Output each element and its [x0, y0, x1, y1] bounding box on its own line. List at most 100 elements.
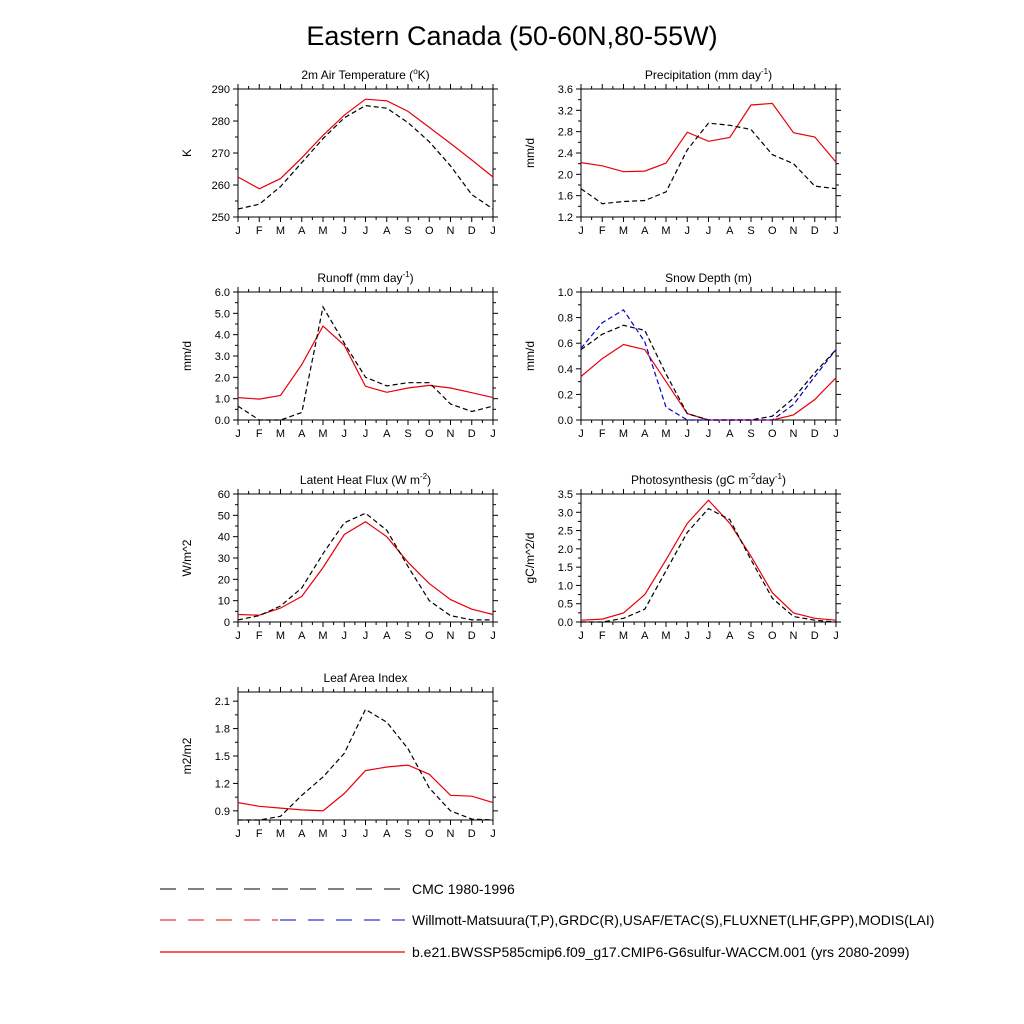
panel-title: 2m Air Temperature (oK)	[301, 67, 429, 82]
x-tick-label: S	[404, 225, 411, 237]
x-tick-label: M	[661, 225, 670, 237]
title-text: day	[756, 473, 775, 487]
plot-frame	[237, 493, 494, 623]
y-tick-label: 60	[218, 489, 230, 501]
x-tick-label: A	[641, 428, 649, 440]
x-tick-label: S	[747, 225, 754, 237]
y-tick-label: 0.8	[558, 313, 573, 325]
y-tick-label: 0.2	[558, 389, 573, 401]
chart-panel-2: J F M A M J J A S O N D J1.21.62.02.42.83.23.6mm/dPr…	[523, 67, 841, 237]
y-tick-label: 0	[224, 617, 230, 629]
y-axis-label: gC/m^2/d	[523, 533, 537, 584]
legend-label: b.e21.BWSSP585cmip6.f09_g17.CMIP6-G6sulf…	[412, 944, 909, 960]
y-tick-label: 3.2	[558, 105, 573, 117]
x-tick-label: J	[363, 828, 369, 840]
x-tick-label: A	[298, 630, 306, 642]
y-tick-label: 5.0	[215, 308, 230, 320]
x-tick-label: J	[235, 828, 241, 840]
series-line-model	[580, 102, 837, 173]
x-tick-label: J	[490, 225, 496, 237]
series-line-model	[237, 764, 494, 812]
y-tick-label: 1.6	[558, 191, 573, 203]
legend-item-cmc: CMC 1980-1996	[160, 881, 515, 897]
x-tick-label: N	[447, 225, 455, 237]
x-tick-label: F	[256, 828, 263, 840]
x-tick-label: J	[342, 225, 348, 237]
y-tick-label: 1.0	[558, 580, 573, 592]
legend-item-model: b.e21.BWSSP585cmip6.f09_g17.CMIP6-G6sulf…	[160, 944, 909, 960]
series-line-obs	[580, 324, 837, 421]
y-tick-label: 2.0	[558, 169, 573, 181]
x-tick-label: D	[811, 428, 819, 440]
series-line-obs	[237, 104, 494, 210]
y-tick-label: 3.0	[558, 507, 573, 519]
y-axis-label: W/m^2	[180, 539, 194, 576]
x-tick-label: A	[641, 225, 649, 237]
legend-label: CMC 1980-1996	[412, 881, 515, 897]
title-text: K)	[418, 68, 430, 82]
series-line-obs	[580, 122, 837, 205]
y-tick-label: 50	[218, 510, 230, 522]
y-tick-label: 270	[212, 148, 230, 160]
y-axis-label: mm/d	[523, 138, 537, 168]
title-text: Leaf Area Index	[323, 671, 407, 685]
x-tick-label: D	[468, 225, 476, 237]
x-tick-label: J	[706, 428, 712, 440]
x-tick-label: O	[768, 630, 777, 642]
y-tick-label: 280	[212, 116, 230, 128]
title-superscript: o	[413, 67, 418, 76]
x-tick-label: J	[833, 225, 839, 237]
panel-title: Snow Depth (m)	[665, 271, 752, 285]
title-text: )	[782, 473, 786, 487]
y-tick-label: 1.8	[215, 724, 230, 736]
x-tick-label: M	[318, 225, 327, 237]
x-tick-label: A	[726, 225, 734, 237]
x-tick-label: A	[298, 428, 306, 440]
x-tick-label: N	[447, 428, 455, 440]
x-tick-label: J	[342, 630, 348, 642]
y-tick-label: 2.5	[558, 526, 573, 538]
x-tick-label: S	[747, 630, 754, 642]
y-tick-label: 0.9	[215, 806, 230, 818]
x-tick-label: D	[468, 828, 476, 840]
x-tick-label: S	[404, 428, 411, 440]
series-line-obs	[238, 708, 494, 821]
series-line-model	[580, 499, 837, 621]
x-tick-label: M	[276, 428, 285, 440]
series-line-cmc	[580, 309, 837, 421]
x-tick-label: M	[619, 225, 628, 237]
y-tick-label: 1.2	[215, 778, 230, 790]
x-tick-label: M	[318, 828, 327, 840]
x-tick-label: M	[661, 428, 670, 440]
y-axis-label: K	[180, 149, 194, 157]
x-tick-label: M	[619, 630, 628, 642]
x-tick-label: O	[425, 428, 434, 440]
x-tick-label: D	[811, 225, 819, 237]
x-tick-label: J	[490, 630, 496, 642]
series-line-model	[237, 325, 494, 400]
y-tick-label: 0.5	[558, 599, 573, 611]
legend-item-obs: Willmott-Matsuura(T,P),GRDC(R),USAF/ETAC…	[160, 912, 934, 928]
x-tick-label: A	[383, 225, 391, 237]
title-text: )	[768, 68, 772, 82]
y-tick-label: 2.1	[215, 696, 230, 708]
plot-frame	[580, 88, 837, 218]
x-tick-label: S	[404, 630, 411, 642]
y-tick-label: 250	[212, 212, 230, 224]
x-tick-label: F	[599, 225, 606, 237]
plot-frame	[237, 291, 494, 421]
x-tick-label: A	[726, 630, 734, 642]
y-tick-label: 6.0	[215, 287, 230, 299]
title-superscript: -2	[420, 472, 428, 481]
plot-frame	[237, 88, 494, 218]
plot-frame	[237, 691, 494, 821]
series-line-model	[237, 98, 494, 190]
x-tick-label: A	[383, 630, 391, 642]
title-superscript: -2	[748, 472, 756, 481]
chart-panel-6: J F M A M J J A S O N D J0.00.51.01.52.02.53.03.5gC/…	[523, 472, 841, 642]
title-superscript: -1	[761, 67, 769, 76]
x-tick-label: J	[833, 630, 839, 642]
